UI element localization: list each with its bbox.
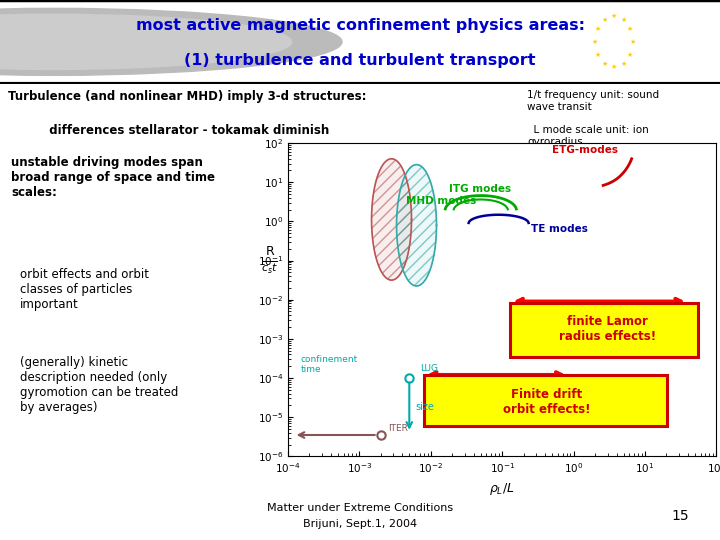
Text: MHD modes: MHD modes: [406, 196, 477, 206]
Text: ★: ★: [629, 39, 636, 45]
Text: Matter under Extreme Conditions: Matter under Extreme Conditions: [267, 503, 453, 512]
Bar: [424, 375, 667, 426]
Text: ★: ★: [601, 17, 608, 23]
Text: finite Lamor
radius effects!: finite Lamor radius effects!: [559, 315, 656, 343]
Text: (1) turbulence and turbulent transport: (1) turbulence and turbulent transport: [184, 53, 536, 68]
Text: R: R: [266, 245, 274, 258]
Text: ★: ★: [611, 64, 617, 70]
Text: 15: 15: [672, 509, 689, 523]
Text: ★: ★: [627, 52, 634, 58]
Text: ★: ★: [592, 39, 598, 45]
Text: size: size: [415, 402, 434, 412]
Text: LUG: LUG: [420, 364, 438, 373]
Text: confinement
time: confinement time: [300, 355, 358, 374]
Bar: [510, 303, 698, 357]
Text: ETG-modes: ETG-modes: [552, 145, 618, 156]
Polygon shape: [397, 165, 436, 286]
Text: ★: ★: [611, 14, 617, 19]
Text: ★: ★: [620, 61, 626, 67]
Text: 1/t frequency unit: sound
wave transit

  L mode scale unit: ion
gyroradius: 1/t frequency unit: sound wave transit L…: [527, 90, 660, 147]
Text: orbit effects and orbit
classes of particles
important: orbit effects and orbit classes of parti…: [20, 268, 149, 312]
Text: ★: ★: [601, 61, 608, 67]
Circle shape: [0, 8, 342, 76]
Text: differences stellarator - tokamak diminish: differences stellarator - tokamak dimini…: [8, 124, 329, 137]
Polygon shape: [372, 159, 412, 280]
Text: most active magnetic confinement physics areas:: most active magnetic confinement physics…: [135, 18, 585, 32]
Text: unstable driving modes span
broad range of space and time
scales:: unstable driving modes span broad range …: [12, 156, 215, 199]
Text: ★: ★: [594, 26, 600, 32]
Text: TE modes: TE modes: [531, 224, 588, 234]
Text: ★: ★: [627, 26, 634, 32]
Text: ★: ★: [594, 52, 600, 58]
Text: Brijuni, Sept.1, 2004: Brijuni, Sept.1, 2004: [303, 519, 417, 529]
Text: $\overline{c_s t}$: $\overline{c_s t}$: [261, 259, 279, 275]
Text: Turbulence (and nonlinear MHD) imply 3-d structures:: Turbulence (and nonlinear MHD) imply 3-d…: [8, 90, 366, 103]
Text: IPP: IPP: [665, 33, 697, 51]
Text: ★: ★: [620, 17, 626, 23]
Text: (generally) kinetic
description needed (only
gyromotion can be treated
by averag: (generally) kinetic description needed (…: [20, 356, 179, 414]
Text: Finite drift
orbit effects!: Finite drift orbit effects!: [503, 388, 590, 416]
X-axis label: $\rho_L/L$: $\rho_L/L$: [490, 481, 515, 496]
Text: ITER: ITER: [388, 424, 408, 433]
Circle shape: [0, 14, 292, 70]
Text: ITG modes: ITG modes: [449, 185, 511, 194]
